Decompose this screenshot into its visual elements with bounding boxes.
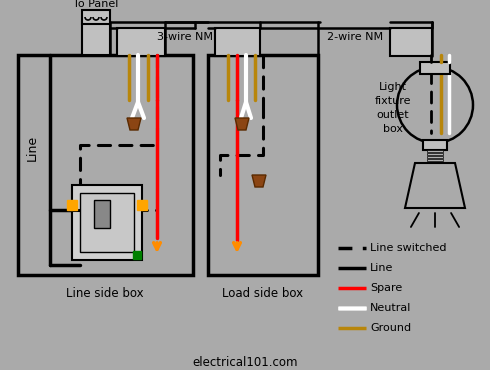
Polygon shape: [405, 163, 465, 208]
Polygon shape: [127, 118, 141, 130]
Bar: [82, 10, 110, 24]
Text: Line: Line: [25, 135, 39, 161]
Bar: [94, 200, 110, 228]
Text: Load side box: Load side box: [222, 287, 304, 300]
Polygon shape: [252, 175, 266, 187]
Text: Line: Line: [370, 263, 393, 273]
Text: Spare: Spare: [370, 283, 402, 293]
Polygon shape: [235, 118, 249, 130]
Bar: [420, 62, 450, 74]
Bar: [427, 150, 443, 152]
Text: 3-wire NM: 3-wire NM: [157, 32, 213, 42]
Bar: [72, 185, 142, 260]
Bar: [208, 55, 318, 275]
Bar: [427, 159, 443, 161]
Bar: [215, 28, 260, 56]
Bar: [427, 156, 443, 158]
Bar: [80, 193, 134, 252]
Text: 2-wire NM: 2-wire NM: [327, 32, 383, 42]
Text: Ground: Ground: [370, 323, 411, 333]
Bar: [18, 55, 193, 275]
Bar: [117, 28, 165, 56]
Text: To Panel: To Panel: [74, 0, 119, 9]
Text: electrical101.com: electrical101.com: [192, 356, 298, 369]
Text: Neutral: Neutral: [370, 303, 412, 313]
Bar: [82, 22, 110, 55]
Text: Light
fixture
outlet
box: Light fixture outlet box: [375, 82, 411, 134]
Circle shape: [397, 67, 473, 143]
Bar: [427, 153, 443, 155]
Text: Line switched: Line switched: [370, 243, 446, 253]
Bar: [390, 28, 432, 56]
Text: Line side box: Line side box: [66, 287, 144, 300]
Bar: [423, 140, 447, 150]
